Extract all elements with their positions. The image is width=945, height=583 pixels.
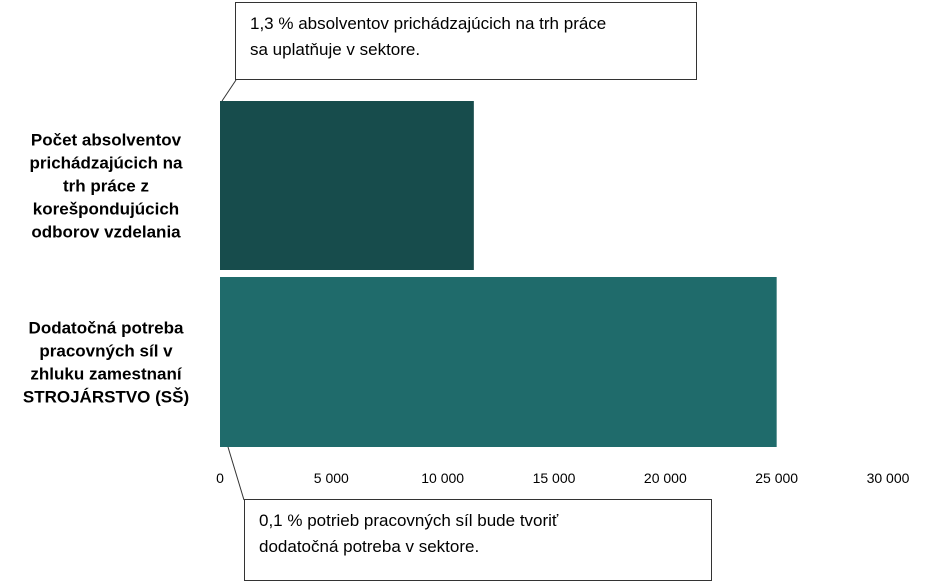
callout-leaders [221, 79, 245, 501]
x-tick-label: 10 000 [421, 470, 464, 486]
bar-0 [220, 101, 474, 270]
annotation-line: dodatočná potreba v sektore. [259, 537, 480, 556]
category-label-line: STROJÁRSTVO (SŠ) [23, 388, 189, 407]
annotation-callout-graduates: 1,3 % absolventov prichádzajúcich na trh… [235, 2, 697, 80]
bar-1 [220, 277, 777, 447]
annotation-line: 1,3 % absolventov prichádzajúcich na trh… [250, 14, 607, 33]
bars [220, 101, 777, 447]
annotation-line: sa uplatňuje v sektore. [250, 40, 421, 59]
x-axis-ticks: 0 5 000 10 000 15 000 20 000 25 000 30 000 [216, 470, 910, 486]
x-tick-label: 25 000 [755, 470, 798, 486]
category-label-line: prichádzajúcich na [29, 154, 183, 173]
x-tick-label: 20 000 [644, 470, 687, 486]
x-tick-label: 0 [216, 470, 224, 486]
callout-leader-line [227, 446, 245, 501]
category-label-line: korešpondujúcich [33, 200, 179, 219]
annotation-line: 0,1 % potrieb pracovných síl bude tvoriť [259, 511, 559, 530]
category-labels: Počet absolventov prichádzajúcich na trh p… [23, 131, 189, 407]
callout-leader-line [221, 79, 237, 102]
annotation-callout-demand: 0,1 % potrieb pracovných síl bude tvoriť… [244, 499, 712, 581]
category-label-line: Dodatočná potreba [29, 319, 184, 338]
x-tick-label: 5 000 [314, 470, 349, 486]
category-label-line: Počet absolventov [31, 131, 182, 150]
category-label-line: trh práce z [63, 177, 149, 196]
x-tick-label: 30 000 [867, 470, 910, 486]
category-label-line: odborov vzdelania [31, 223, 181, 242]
category-label-line: zhluku zamestnaní [30, 365, 182, 384]
x-tick-label: 15 000 [533, 470, 576, 486]
category-label-line: pracovných síl v [39, 342, 173, 361]
